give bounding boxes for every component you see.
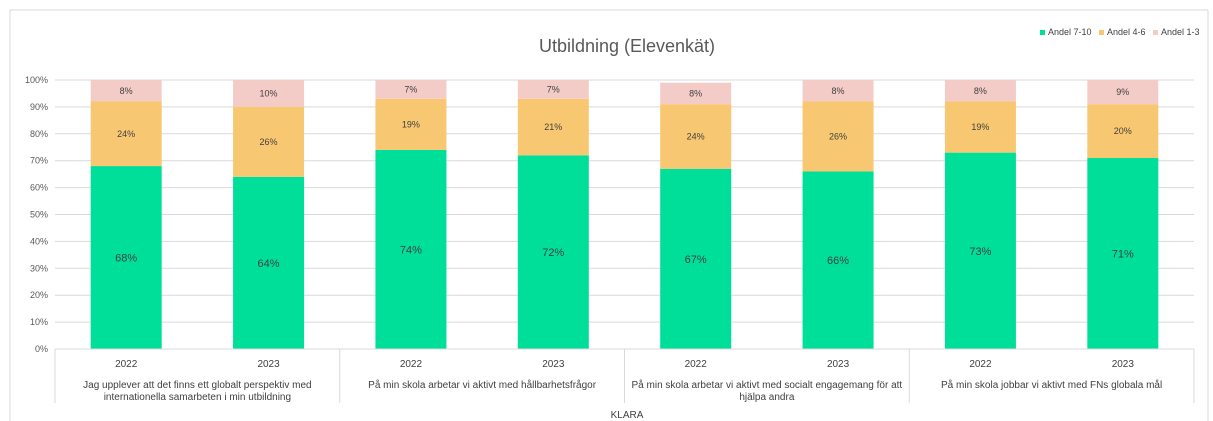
- data-label: 8%: [974, 86, 987, 96]
- bar-segment: [660, 82, 732, 105]
- y-tick-label: 80%: [30, 129, 48, 139]
- bar-stack: 74% 19% 7%: [375, 80, 447, 349]
- legend-label: Andel 1-3: [1161, 27, 1200, 37]
- y-tick-label: 40%: [30, 236, 48, 246]
- bar-segment: [233, 80, 305, 107]
- group-label: På min skola arbetar vi aktivt med socia…: [632, 379, 903, 391]
- bar-stack: 71% 20% 9%: [1087, 80, 1159, 349]
- x-tick-label: 2023: [1112, 359, 1135, 370]
- bar-segment: [660, 104, 732, 169]
- data-label: 7%: [547, 84, 560, 94]
- x-tick-label: 2022: [685, 359, 708, 370]
- data-label: 9%: [1116, 87, 1129, 97]
- bar-segment: [233, 176, 305, 349]
- data-label: 64%: [258, 258, 280, 270]
- y-tick-label: 70%: [30, 156, 48, 166]
- bar-segment: [944, 152, 1016, 349]
- data-label: 71%: [1112, 249, 1134, 261]
- bar-segment: [90, 80, 162, 102]
- bar-segment: [90, 101, 162, 167]
- y-tick-label: 50%: [30, 210, 48, 220]
- legend-item: Andel 7-10: [1040, 27, 1092, 37]
- bar-segment: [375, 80, 447, 99]
- bar-segment: [517, 98, 589, 156]
- group-label: Jag upplever att det finns ett globalt p…: [83, 380, 311, 391]
- data-label: 8%: [832, 86, 845, 96]
- data-label: 19%: [971, 122, 989, 132]
- data-label: 66%: [827, 255, 849, 267]
- data-label: 26%: [260, 137, 278, 147]
- x-axis: 2022 2023 2022 2023 2022 2023 2022 2023 Jag uppl…: [54, 348, 1195, 403]
- data-label: 19%: [402, 119, 420, 129]
- y-tick-label: 90%: [30, 102, 48, 112]
- bar-segment: [944, 101, 1016, 153]
- legend-swatch: [1153, 30, 1158, 35]
- bar-segment: [802, 80, 874, 102]
- y-tick-label: 20%: [30, 290, 48, 300]
- data-label: 8%: [689, 88, 702, 98]
- legend: Andel 7-10 Andel 4-6 Andel 1-3: [1040, 27, 1200, 37]
- bar-stack: 64% 26% 10%: [233, 80, 305, 349]
- data-label: 24%: [687, 131, 705, 141]
- data-label: 68%: [115, 253, 137, 265]
- bar-segment: [375, 98, 447, 150]
- bar-segment: [517, 155, 589, 349]
- y-tick-label: 30%: [30, 263, 48, 273]
- y-tick-label: 100%: [25, 75, 48, 85]
- group-label: På min skola arbetar vi aktivt med hållb…: [368, 379, 597, 391]
- data-label: 21%: [544, 122, 562, 132]
- legend-item: Andel 4-6: [1099, 27, 1146, 37]
- y-axis: 0% 10% 20% 30% 40% 50% 60% 70% 80% 90% 100%: [25, 75, 48, 354]
- bar-segment: [375, 149, 447, 349]
- bar-segment: [90, 166, 162, 349]
- legend-label: Andel 4-6: [1107, 27, 1146, 37]
- bar-stack: 73% 19% 8%: [944, 80, 1016, 349]
- outer-group-label: KLARA: [611, 410, 644, 421]
- x-tick-label: 2022: [115, 359, 138, 370]
- legend-label: Andel 7-10: [1048, 27, 1092, 37]
- bar-segment: [1087, 104, 1159, 159]
- bar-segment: [802, 171, 874, 349]
- group-label: hjälpa andra: [739, 392, 794, 403]
- data-label: 73%: [969, 246, 991, 258]
- data-label: 24%: [117, 129, 135, 139]
- bar-segment: [1087, 80, 1159, 105]
- x-tick-label: 2023: [827, 359, 850, 370]
- x-tick-label: 2022: [969, 359, 992, 370]
- x-tick-label: 2023: [257, 359, 280, 370]
- y-tick-label: 0%: [35, 344, 48, 354]
- y-tick-label: 10%: [30, 317, 48, 327]
- bar-segment: [517, 80, 589, 99]
- legend-item: Andel 1-3: [1153, 27, 1200, 37]
- data-label: 72%: [542, 247, 564, 259]
- data-label: 67%: [685, 254, 707, 266]
- bar-stack: 68% 24% 8%: [90, 80, 162, 349]
- bar-stack: 72% 21% 7%: [517, 80, 589, 349]
- data-label: 8%: [120, 86, 133, 96]
- data-label: 10%: [260, 88, 278, 98]
- chart-title: Utbildning (Elevenkät): [539, 36, 715, 56]
- data-label: 7%: [404, 84, 417, 94]
- data-label: 26%: [829, 131, 847, 141]
- x-tick-label: 2022: [400, 359, 423, 370]
- x-tick-label: 2023: [542, 359, 565, 370]
- y-tick-label: 60%: [30, 183, 48, 193]
- data-label: 74%: [400, 244, 422, 256]
- bar-segment: [1087, 158, 1159, 349]
- bar-segment: [660, 168, 732, 349]
- bar-segment: [944, 80, 1016, 102]
- bar-segment: [233, 106, 305, 177]
- bar-stack: 67% 24% 8%: [660, 82, 732, 349]
- data-label: 20%: [1114, 126, 1132, 136]
- group-label: internationella samarbeten i min utbildn…: [104, 392, 291, 403]
- bar-stack: 66% 26% 8%: [802, 80, 874, 349]
- bars: 68% 24% 8% 64% 26% 10% 74% 19% 7% 72% 21% 7% 67% 24% 8…: [90, 80, 1159, 349]
- group-label: På min skola jobbar vi aktivt med FNs gl…: [941, 379, 1162, 391]
- bar-segment: [802, 101, 874, 172]
- legend-swatch: [1099, 30, 1104, 35]
- legend-swatch: [1040, 30, 1045, 35]
